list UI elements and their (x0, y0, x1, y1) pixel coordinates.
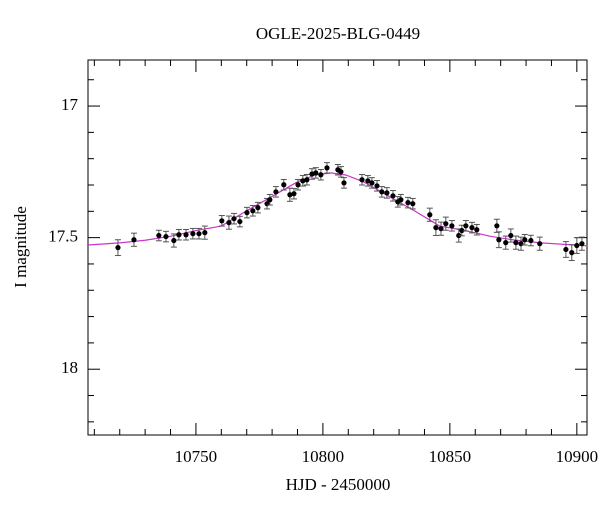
data-point (537, 241, 543, 247)
data-point (528, 237, 534, 244)
data-point (410, 201, 416, 207)
data-point (341, 180, 347, 186)
data-point (513, 240, 519, 246)
data-point (273, 189, 279, 195)
data-point (313, 170, 319, 176)
y-tick-label: 17.5 (48, 227, 78, 246)
data-point (359, 177, 365, 183)
data-point (281, 182, 287, 188)
data-point (405, 200, 411, 206)
data-point (231, 216, 237, 222)
data-point (438, 226, 444, 232)
y-tick-label: 18 (61, 358, 78, 377)
data-point (398, 197, 404, 203)
data-point (291, 191, 297, 197)
data-point (295, 182, 301, 188)
data-point (202, 230, 208, 236)
x-axis-label: HJD - 2450000 (286, 475, 391, 494)
data-point (115, 245, 121, 251)
data-point (459, 227, 465, 234)
data-point (508, 232, 514, 239)
data-point (250, 208, 256, 214)
data-point (190, 231, 196, 237)
y-axis-label: I magnitude (11, 206, 30, 288)
data-point (474, 227, 480, 233)
data-point (287, 192, 293, 198)
data-point (163, 233, 169, 240)
data-point (494, 223, 500, 229)
data-point (171, 237, 177, 244)
data-point (463, 223, 469, 229)
data-point (427, 212, 433, 218)
data-point (574, 242, 580, 249)
data-point (338, 169, 344, 175)
data-point (443, 221, 449, 227)
x-tick-label: 10850 (429, 447, 472, 466)
data-point (219, 218, 225, 224)
data-point (518, 241, 524, 247)
data-point (374, 183, 380, 189)
data-point (237, 218, 243, 225)
data-point (318, 172, 324, 178)
x-tick-label: 10900 (556, 447, 599, 466)
data-point (267, 197, 273, 203)
data-point (384, 190, 390, 196)
data-point (324, 165, 330, 171)
x-tick-label: 10750 (175, 447, 218, 466)
data-point (226, 220, 232, 226)
data-point (156, 232, 162, 239)
data-point (304, 177, 310, 183)
data-point (496, 237, 502, 243)
data-point (569, 250, 575, 256)
x-tick-label: 10800 (302, 447, 345, 466)
data-point (379, 189, 385, 195)
data-point (369, 180, 375, 186)
data-point (183, 232, 189, 238)
data-point (563, 246, 569, 253)
data-point (469, 225, 475, 231)
data-point (255, 205, 261, 211)
data-point (503, 240, 509, 246)
data-point (579, 241, 585, 247)
data-point (131, 237, 137, 243)
data-point (176, 232, 182, 238)
data-point (449, 223, 455, 229)
y-tick-label: 17 (61, 95, 79, 114)
data-point (300, 178, 306, 184)
data-point (365, 178, 371, 184)
data-point (390, 193, 396, 199)
data-point (456, 232, 462, 239)
data-point (522, 237, 528, 243)
data-point (244, 210, 250, 216)
data-point (433, 225, 439, 231)
plot-frame (87, 59, 588, 436)
chart-title: OGLE-2025-BLG-0449 (256, 24, 420, 43)
data-point (196, 231, 202, 237)
